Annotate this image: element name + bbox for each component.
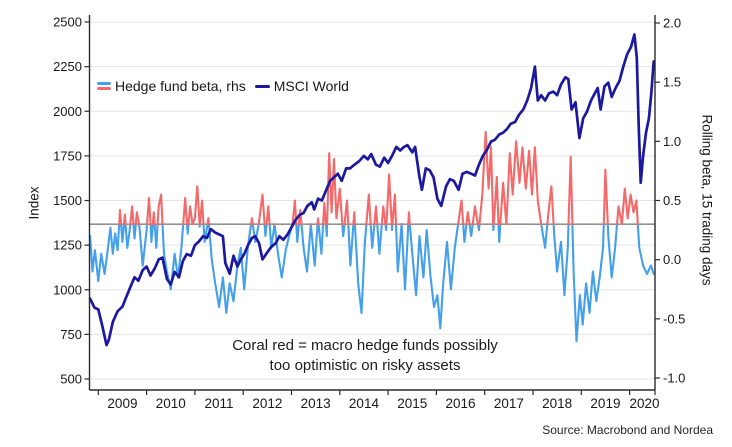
hedge-fund-beta-line-below [89, 223, 655, 343]
left-axis-tick-label: 1750 [53, 148, 82, 163]
right-axis-tick-label: 0.5 [663, 193, 681, 208]
right-axis-tick-label: -1.0 [663, 371, 685, 386]
x-axis-year-label: 2015 [397, 396, 427, 411]
legend-item-hedge-fund-beta: Hedge fund beta, rhs [97, 78, 246, 94]
left-axis-tick-label: 1250 [53, 238, 82, 253]
left-axis-tick-label: 2250 [53, 59, 82, 74]
x-axis-year-label: 2009 [107, 396, 137, 411]
left-axis-tick-label: 1000 [53, 282, 82, 297]
left-axis-tick-label: 2000 [53, 104, 82, 119]
x-axis-year-label: 2014 [349, 396, 380, 411]
x-axis-year-label: 2012 [252, 396, 282, 411]
right-axis-tick-label: 0.0 [663, 252, 681, 267]
left-axis-tick-label: 500 [60, 372, 82, 387]
left-axis-tick-label: 1500 [53, 193, 82, 208]
legend-item-msci-world: MSCI World [254, 78, 349, 94]
left-axis-tick-label: 750 [60, 327, 82, 342]
source-note: Source: Macrobond and Nordea [542, 423, 713, 437]
x-axis-year-label: 2017 [494, 396, 524, 411]
right-axis-tick-label: 1.0 [663, 134, 681, 149]
x-axis-year-label: 2010 [156, 396, 186, 411]
hedge-fund-beta-swatch-icon [97, 82, 111, 90]
right-axis-tick-label: 2.0 [663, 16, 681, 31]
x-axis-year-label: 2020 [629, 396, 659, 411]
left-axis-title: Index [26, 186, 42, 220]
right-axis-tick-label: 1.5 [663, 75, 681, 90]
annotation-line-2: too optimistic on risky assets [269, 357, 461, 374]
x-axis-year-label: 2016 [446, 396, 476, 411]
annotation-note: Coral red = macro hedge funds possibly t… [203, 336, 527, 376]
msci-world-line [88, 33, 656, 347]
annotation-line-1: Coral red = macro hedge funds possibly [232, 337, 498, 354]
hedge-fund-beta-line-above [118, 130, 639, 226]
msci-world-swatch-icon [254, 84, 270, 88]
legend-label-hedge-fund-beta: Hedge fund beta, rhs [115, 78, 246, 94]
right-axis-tick-label: -0.5 [663, 311, 685, 326]
legend-label-msci-world: MSCI World [273, 78, 349, 94]
x-axis-year-label: 2018 [542, 396, 572, 411]
legend: Hedge fund beta, rhs MSCI World [95, 77, 351, 95]
left-axis-tick-label: 2500 [53, 15, 82, 30]
x-axis-year-label: 2011 [205, 396, 234, 411]
x-axis-year-label: 2013 [301, 396, 331, 411]
x-axis-year-label: 2019 [590, 396, 620, 411]
right-axis-title: Rolling beta, 15 trading days [699, 114, 715, 286]
